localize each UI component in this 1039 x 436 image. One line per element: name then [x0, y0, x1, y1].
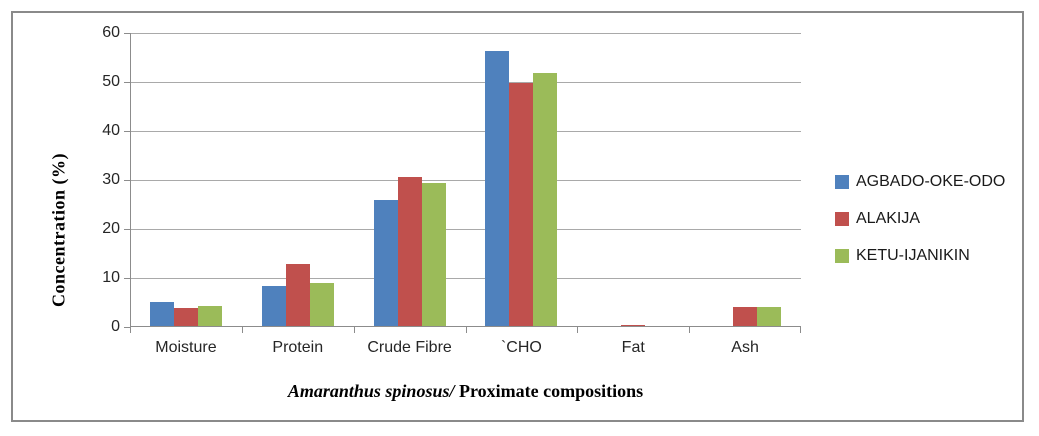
x-axis-title-rest: Proximate compositions — [458, 381, 644, 401]
bar-ketu-ijanikin-crude-fibre — [421, 183, 446, 327]
y-tick-label: 50 — [102, 73, 120, 90]
x-axis-tick — [466, 327, 467, 333]
y-axis-tick — [124, 327, 130, 328]
bar-alakija-crude-fibre — [397, 177, 422, 327]
category-label-crude-fibre: Crude Fibre — [367, 339, 452, 356]
x-axis-tick — [689, 327, 690, 333]
bar-ketu-ijanikin-moisture — [197, 306, 222, 327]
y-axis-tick — [124, 278, 130, 279]
gridline — [130, 278, 801, 279]
bar-ketu-ijanikin-cho — [533, 73, 558, 327]
bar-agbado-oke-odo-crude-fibre — [373, 200, 398, 327]
y-tick-label: 30 — [102, 171, 120, 188]
legend-label: AGBADO-OKE-ODO — [856, 173, 1006, 190]
y-axis-tick — [124, 229, 130, 230]
gridline — [130, 180, 801, 181]
y-axis-line — [130, 33, 131, 327]
y-tick-label: 60 — [102, 24, 120, 41]
legend-swatch-icon — [835, 212, 849, 226]
y-tick-label: 20 — [102, 220, 120, 237]
category-label-fat: Fat — [621, 339, 645, 356]
category-label-ash: Ash — [731, 339, 759, 356]
legend-label: ALAKIJA — [856, 210, 921, 227]
x-axis-tick — [354, 327, 355, 333]
y-axis-tick — [124, 33, 130, 34]
bar-ketu-ijanikin-protein — [309, 283, 334, 327]
bar-ketu-ijanikin-ash — [757, 307, 782, 327]
x-axis-tick — [577, 327, 578, 333]
bar-alakija-ash — [733, 307, 758, 327]
y-axis-tick — [124, 131, 130, 132]
gridline — [130, 229, 801, 230]
bar-agbado-oke-odo-cho — [485, 51, 510, 327]
gridline — [130, 131, 801, 132]
legend-swatch-icon — [835, 175, 849, 189]
y-axis-tick — [124, 82, 130, 83]
x-axis-tick — [800, 327, 801, 333]
category-label-protein: Protein — [272, 339, 324, 356]
x-axis-tick — [130, 327, 131, 333]
bar-agbado-oke-odo-protein — [261, 286, 286, 327]
y-tick-label: 0 — [111, 318, 120, 335]
legend-swatch-icon — [835, 249, 849, 263]
plot-area: 0 10 20 30 40 50 60 Moisture Protein Crude Fibre `… — [102, 24, 801, 356]
legend-item-agbado-oke-odo: AGBADO-OKE-ODO — [835, 172, 1005, 192]
legend: AGBADO-OKE-ODO ALAKIJA KETU-IJANIKIN — [835, 172, 1005, 266]
x-axis-line — [130, 326, 801, 327]
y-tick-label: 10 — [102, 269, 120, 286]
x-axis-title-species: Amaranthus spinosus/ — [287, 381, 455, 401]
legend-label: KETU-IJANIKIN — [856, 247, 970, 264]
bar-alakija-moisture — [173, 308, 198, 327]
gridline — [130, 82, 801, 83]
category-label-cho: `CHO — [500, 339, 542, 356]
y-axis-tick — [124, 180, 130, 181]
x-axis-tick — [242, 327, 243, 333]
legend-item-ketu-ijanikin: KETU-IJANIKIN — [835, 246, 1005, 266]
gridline — [130, 33, 801, 34]
category-label-moisture: Moisture — [155, 339, 217, 356]
bar-alakija-protein — [285, 264, 310, 327]
bar-alakija-cho — [509, 83, 534, 327]
y-axis-title: Concentration (%) — [48, 153, 69, 307]
bar-agbado-oke-odo-moisture — [149, 302, 174, 327]
legend-item-alakija: ALAKIJA — [835, 209, 1005, 229]
y-tick-label: 40 — [102, 122, 120, 139]
x-axis-title: Amaranthus spinosus/ Proximate compositi… — [130, 381, 801, 402]
